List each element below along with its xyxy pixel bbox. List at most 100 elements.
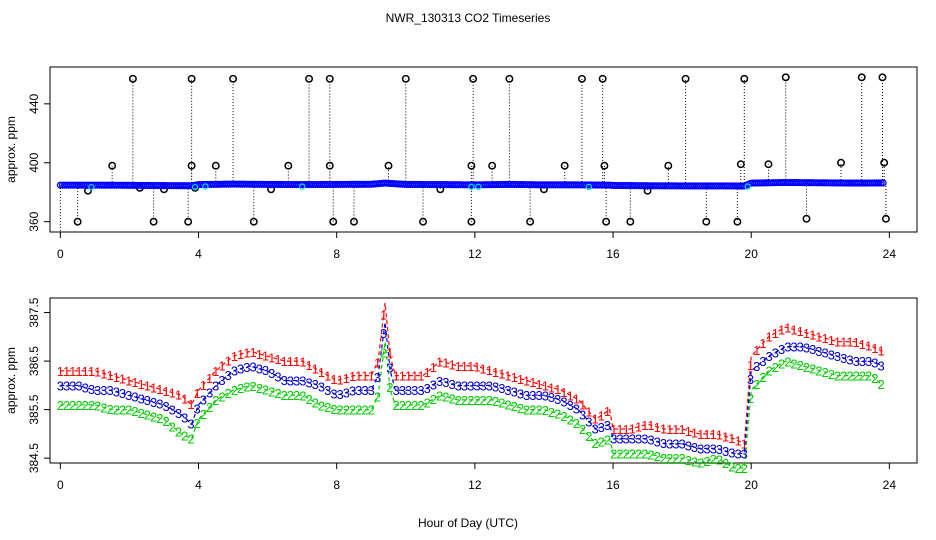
series-marker: 1: [691, 426, 698, 441]
series-marker: 3: [169, 402, 176, 417]
series-marker: 2: [448, 391, 455, 406]
spike-point: [211, 161, 220, 170]
series-marker: 1: [399, 369, 406, 384]
series-marker: 3: [560, 394, 567, 409]
spike-point: [325, 161, 334, 170]
series-marker: 1: [225, 353, 232, 368]
series-marker: 1: [815, 329, 822, 344]
series-marker: 2: [498, 396, 505, 411]
series-marker: 3: [877, 358, 884, 373]
series-marker: 1: [63, 364, 70, 379]
series-marker: 1: [436, 355, 443, 370]
series-marker: 3: [635, 432, 642, 447]
series-marker: 1: [88, 364, 95, 379]
series-marker: 1: [865, 339, 872, 354]
series-marker: 1: [262, 349, 269, 364]
series-marker: 3: [790, 340, 797, 355]
series-marker: 1: [305, 358, 312, 373]
series-marker: 1: [853, 335, 860, 350]
series-marker: 2: [591, 436, 598, 451]
series-marker: 1: [380, 308, 387, 323]
series-marker: 1: [156, 382, 163, 397]
series-marker: 3: [517, 386, 524, 401]
series-marker: 3: [759, 354, 766, 369]
series-marker: 3: [579, 407, 586, 422]
series-marker: 3: [324, 383, 331, 398]
series-marker: 2: [741, 461, 748, 476]
series-marker: 3: [828, 347, 835, 362]
x-tick-label: 0: [57, 247, 64, 261]
series-marker: 1: [877, 344, 884, 359]
series-marker: 2: [523, 403, 530, 418]
series-marker: 1: [125, 373, 132, 388]
series-marker: 2: [492, 394, 499, 409]
series-marker: 3: [846, 353, 853, 368]
series-marker: 1: [442, 356, 449, 371]
series-marker: 1: [554, 382, 561, 397]
series-marker: 2: [262, 383, 269, 398]
series-marker: 2: [318, 398, 325, 413]
series-marker: 3: [473, 378, 480, 393]
chart-title: NWR_130313 CO2 Timeseries: [386, 11, 551, 25]
series-marker: 3: [399, 383, 406, 398]
series-marker: 1: [504, 368, 511, 383]
series-marker: 3: [834, 349, 841, 364]
series-line: [60, 302, 883, 445]
series-marker: 1: [150, 380, 157, 395]
series-marker: 2: [94, 399, 101, 414]
series-marker: 2: [150, 409, 157, 424]
series-marker: 3: [75, 379, 82, 394]
x-tick-label: 20: [745, 247, 759, 261]
series-marker: 3: [859, 354, 866, 369]
series-marker: 3: [206, 385, 213, 400]
series-marker: 2: [859, 369, 866, 384]
series-marker: 1: [138, 377, 145, 392]
cyan-point: [88, 183, 95, 191]
series-marker: 1: [585, 405, 592, 420]
y-tick-label: 385.5: [27, 394, 41, 424]
series-marker: 1: [268, 350, 275, 365]
series-marker: 2: [666, 451, 673, 466]
x-tick-label: 8: [333, 478, 340, 492]
series-marker: 2: [610, 446, 617, 461]
spike-point: [73, 217, 82, 226]
spike-point: [350, 217, 358, 226]
spike-point: [781, 73, 790, 82]
series-marker: 3: [355, 383, 362, 398]
series-marker: 2: [877, 377, 884, 392]
series-marker: 1: [455, 359, 462, 374]
series-marker: 3: [69, 378, 76, 393]
series-marker: 1: [119, 372, 126, 387]
series-marker: 1: [610, 422, 617, 437]
series-marker: 1: [374, 356, 381, 371]
series-marker: 3: [442, 375, 449, 390]
spike-point: [329, 217, 338, 226]
series-marker: 3: [330, 387, 337, 402]
spike-point: [249, 217, 258, 226]
series-marker: 3: [380, 326, 387, 341]
series-marker: 2: [567, 413, 574, 428]
series-marker: 3: [187, 417, 194, 432]
series-marker: 2: [753, 377, 760, 392]
series-marker: 3: [318, 380, 325, 395]
x-tick-label: 12: [468, 478, 482, 492]
series-marker: 3: [417, 383, 424, 398]
series-marker: 2: [865, 369, 872, 384]
x-tick-label: 4: [195, 247, 202, 261]
series-marker: 3: [138, 391, 145, 406]
series-marker: 3: [734, 446, 741, 461]
y-tick-label: 360: [27, 211, 41, 231]
series-marker: 3: [803, 341, 810, 356]
series-marker: 1: [753, 343, 760, 358]
data-point: [877, 179, 885, 187]
series-marker: 2: [299, 388, 306, 403]
series-marker: 1: [57, 364, 64, 379]
series-marker: 3: [703, 441, 710, 456]
spike-point: [469, 74, 478, 83]
spike-point: [602, 217, 611, 226]
series-marker: 3: [268, 366, 275, 381]
spike-point: [681, 74, 690, 83]
series-marker: 2: [187, 431, 194, 446]
series-marker: 3: [256, 361, 263, 376]
